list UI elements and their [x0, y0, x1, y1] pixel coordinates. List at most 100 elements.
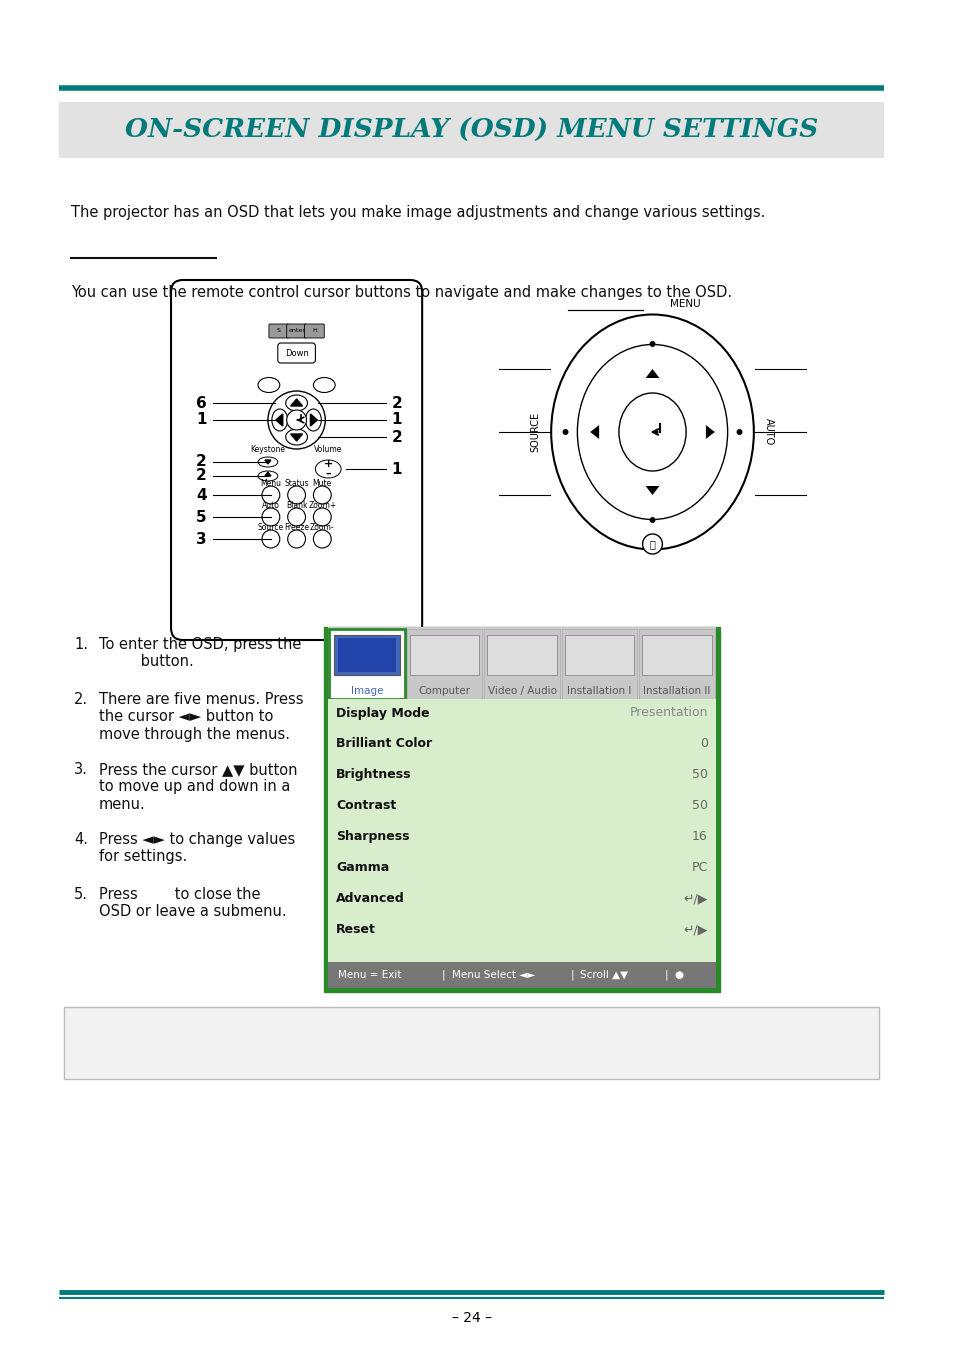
- Circle shape: [649, 342, 655, 347]
- FancyBboxPatch shape: [269, 324, 289, 338]
- Ellipse shape: [272, 409, 288, 431]
- Text: 2: 2: [195, 455, 207, 470]
- FancyBboxPatch shape: [304, 324, 324, 338]
- Text: Press ◄► to change values
for settings.: Press ◄► to change values for settings.: [99, 832, 294, 864]
- Polygon shape: [291, 400, 302, 406]
- FancyBboxPatch shape: [639, 629, 714, 699]
- FancyBboxPatch shape: [64, 1007, 878, 1079]
- Text: AUTO: AUTO: [763, 418, 774, 446]
- FancyBboxPatch shape: [277, 343, 315, 363]
- Text: Brilliant Color: Brilliant Color: [335, 737, 432, 751]
- Text: ↵/▶: ↵/▶: [682, 892, 707, 904]
- Text: To enter the OSD, press the
         button.: To enter the OSD, press the button.: [99, 637, 301, 670]
- Text: Keystone: Keystone: [250, 446, 285, 455]
- Ellipse shape: [305, 409, 321, 431]
- Text: Auto: Auto: [262, 501, 279, 509]
- Text: Installation II: Installation II: [642, 686, 710, 697]
- Text: Zoom-: Zoom-: [310, 522, 335, 532]
- Text: |: |: [570, 969, 574, 980]
- Text: 3: 3: [195, 532, 207, 547]
- FancyBboxPatch shape: [337, 639, 395, 672]
- Circle shape: [562, 429, 568, 435]
- Circle shape: [649, 517, 655, 522]
- FancyBboxPatch shape: [487, 634, 557, 675]
- Ellipse shape: [257, 458, 277, 467]
- Text: 1: 1: [391, 462, 401, 477]
- Ellipse shape: [257, 378, 279, 393]
- Polygon shape: [705, 425, 714, 439]
- Text: PC: PC: [691, 861, 707, 875]
- Text: SOURCE: SOURCE: [530, 412, 540, 452]
- Text: |: |: [441, 969, 445, 980]
- Text: 1.: 1.: [74, 637, 88, 652]
- Text: Down: Down: [284, 348, 308, 358]
- Text: You can use the remote control cursor buttons to navigate and make changes to th: You can use the remote control cursor bu…: [71, 285, 732, 300]
- Polygon shape: [590, 425, 598, 439]
- FancyBboxPatch shape: [329, 629, 404, 699]
- FancyBboxPatch shape: [328, 626, 715, 699]
- Circle shape: [262, 531, 279, 548]
- Text: Reset: Reset: [335, 923, 375, 936]
- Text: 5: 5: [195, 509, 207, 525]
- FancyBboxPatch shape: [484, 629, 559, 699]
- Text: 3.: 3.: [74, 761, 88, 778]
- Circle shape: [288, 531, 305, 548]
- Text: Presentation: Presentation: [629, 706, 707, 720]
- Ellipse shape: [285, 429, 307, 446]
- Text: 16: 16: [691, 830, 707, 844]
- Text: 50: 50: [691, 799, 707, 813]
- Polygon shape: [310, 414, 317, 427]
- Circle shape: [288, 486, 305, 504]
- FancyBboxPatch shape: [564, 634, 634, 675]
- Text: There are five menus. Press
the cursor ◄► button to
move through the menus.: There are five menus. Press the cursor ◄…: [99, 693, 303, 741]
- Text: Blank: Blank: [286, 501, 307, 509]
- Text: ON-SCREEN DISPLAY (OSD) MENU SETTINGS: ON-SCREEN DISPLAY (OSD) MENU SETTINGS: [125, 117, 818, 143]
- FancyBboxPatch shape: [59, 103, 882, 158]
- Text: 5.: 5.: [74, 887, 88, 902]
- Ellipse shape: [285, 396, 307, 410]
- Circle shape: [642, 535, 661, 554]
- Polygon shape: [291, 433, 302, 441]
- FancyBboxPatch shape: [171, 279, 422, 640]
- Text: |: |: [663, 969, 667, 980]
- Ellipse shape: [314, 378, 335, 393]
- Text: 1: 1: [391, 413, 401, 428]
- Text: 2.: 2.: [74, 693, 89, 707]
- Text: 4.: 4.: [74, 832, 88, 846]
- Text: ↵/▶: ↵/▶: [682, 923, 707, 936]
- Circle shape: [287, 410, 306, 431]
- Text: Sharpness: Sharpness: [335, 830, 409, 844]
- Circle shape: [314, 508, 331, 526]
- Text: Press the cursor ▲▼ button
to move up and down in a
menu.: Press the cursor ▲▼ button to move up an…: [99, 761, 297, 811]
- Text: Mute: Mute: [313, 478, 332, 487]
- Text: 2: 2: [391, 429, 402, 444]
- Polygon shape: [265, 472, 271, 477]
- Text: Image: Image: [351, 686, 383, 697]
- Text: 4: 4: [195, 487, 207, 502]
- Text: MENU: MENU: [670, 298, 700, 309]
- Polygon shape: [645, 369, 659, 378]
- FancyBboxPatch shape: [287, 324, 306, 338]
- Ellipse shape: [618, 393, 685, 471]
- Text: The projector has an OSD that lets you make image adjustments and change various: The projector has an OSD that lets you m…: [71, 205, 764, 220]
- Text: Contrast: Contrast: [335, 799, 396, 813]
- Text: +: +: [323, 459, 333, 468]
- Circle shape: [314, 486, 331, 504]
- Polygon shape: [275, 414, 282, 427]
- Text: Computer: Computer: [418, 686, 470, 697]
- FancyBboxPatch shape: [641, 634, 711, 675]
- Text: Scroll ▲▼: Scroll ▲▼: [579, 971, 628, 980]
- Text: Source: Source: [257, 522, 284, 532]
- Text: Advanced: Advanced: [335, 892, 404, 904]
- Text: Volume: Volume: [314, 446, 342, 455]
- Text: ⏻: ⏻: [649, 539, 655, 549]
- FancyBboxPatch shape: [334, 634, 399, 675]
- Circle shape: [288, 508, 305, 526]
- Circle shape: [262, 508, 279, 526]
- Ellipse shape: [315, 460, 341, 478]
- Text: 0: 0: [700, 737, 707, 751]
- FancyBboxPatch shape: [406, 629, 482, 699]
- Text: H: H: [312, 328, 316, 333]
- Text: –: –: [325, 468, 331, 479]
- Ellipse shape: [257, 471, 277, 481]
